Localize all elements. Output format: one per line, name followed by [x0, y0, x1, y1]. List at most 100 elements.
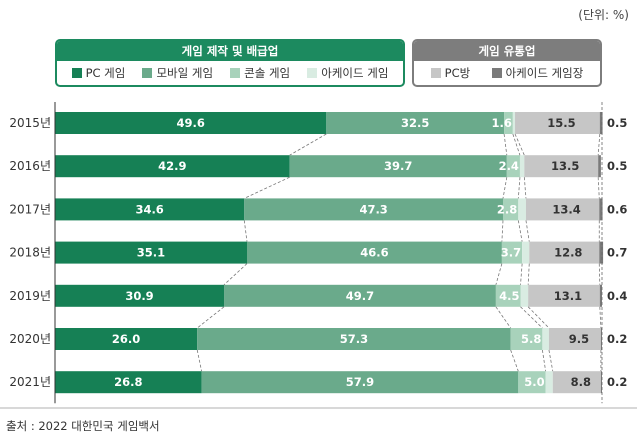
value-label: 12.8 — [554, 246, 582, 260]
bar-segment — [599, 198, 603, 221]
legend-group-distribution: 게임 유통업 PC방 아케이드 게임장 — [412, 39, 602, 87]
category-label: 2016년 — [9, 159, 51, 173]
connector-line — [244, 176, 290, 199]
value-label: 8.8 — [571, 375, 591, 389]
connector-line — [541, 349, 547, 372]
value-label: 26.0 — [112, 332, 140, 346]
value-label: 47.3 — [359, 202, 387, 216]
connector-line — [510, 349, 519, 372]
bar-segment — [246, 241, 502, 264]
bar-segment — [600, 328, 602, 350]
value-label: 30.9 — [125, 289, 153, 303]
bar-segment — [552, 371, 601, 394]
legend-item: 모바일 게임 — [142, 65, 213, 81]
bar-segment — [506, 155, 520, 178]
value-label: 49.7 — [346, 289, 374, 303]
value-label: 5.0 — [524, 375, 544, 389]
value-label: 0.2 — [607, 375, 627, 389]
value-label: 39.7 — [384, 159, 412, 173]
connector-line — [517, 220, 523, 242]
connector-line — [495, 263, 503, 285]
legend-group-title: 게임 제작 및 배급업 — [57, 41, 403, 61]
connector-line — [223, 263, 248, 286]
bar-segment — [55, 155, 290, 178]
value-label: 0.7 — [607, 246, 627, 260]
legend-swatch — [307, 68, 318, 78]
bar-segment — [522, 241, 530, 264]
connector-line — [501, 220, 504, 242]
bar-segment — [600, 371, 602, 394]
connector-line — [512, 133, 521, 156]
connector-line — [502, 177, 508, 199]
connector-line — [548, 349, 554, 372]
bar-segment — [504, 112, 513, 134]
legend-item: 아케이드 게임 — [307, 65, 388, 81]
legend-label: 콘솔 게임 — [244, 66, 291, 80]
legend-label: 아케이드 게임장 — [505, 66, 584, 80]
connector-line — [289, 133, 327, 156]
bar-segment — [55, 241, 247, 264]
value-label: 3.7 — [501, 246, 521, 260]
value-label: 46.6 — [360, 246, 388, 260]
bar-segment — [518, 371, 546, 394]
bar-segment — [520, 284, 529, 307]
legend-swatch — [71, 68, 82, 78]
legend-swatch — [491, 68, 502, 78]
value-label: 0.4 — [607, 289, 627, 303]
connector-line — [598, 263, 601, 285]
value-label: 32.5 — [401, 116, 429, 130]
bar-segment — [326, 112, 505, 134]
bar-segment — [55, 328, 198, 350]
legend-item: PC 게임 — [71, 65, 126, 81]
value-label: 0.5 — [607, 116, 627, 130]
legend-items: PC방 아케이드 게임장 — [414, 61, 600, 85]
bar-segment — [599, 112, 603, 134]
connector-line — [196, 349, 202, 372]
bar-segment — [495, 284, 521, 307]
bar-segment — [55, 198, 245, 221]
connector-line — [523, 177, 527, 199]
legend-label: PC방 — [444, 66, 471, 80]
bar-segment — [545, 371, 553, 394]
bar-segment — [289, 155, 507, 178]
bar-segment — [502, 198, 519, 221]
category-label: 2021년 — [9, 375, 51, 389]
value-label: 57.9 — [346, 375, 374, 389]
bar-segment — [542, 328, 549, 350]
value-label: 35.1 — [137, 246, 165, 260]
legend-group-production: 게임 제작 및 배급업 PC 게임 모바일 게임 콘솔 게임 아케이드 게임 — [55, 39, 405, 87]
value-label: 13.1 — [554, 289, 582, 303]
value-label: 5.8 — [521, 332, 541, 346]
connector-line — [520, 306, 543, 329]
bar-segment — [224, 284, 496, 307]
legend-items: PC 게임 모바일 게임 콘솔 게임 아케이드 게임 — [57, 61, 403, 85]
legend-swatch — [230, 68, 241, 78]
bar-segment — [518, 198, 526, 221]
connector-line — [243, 220, 248, 242]
legend-item: PC방 — [430, 65, 471, 81]
value-label: 4.5 — [499, 289, 519, 303]
bar-segment — [501, 241, 523, 264]
value-label: 42.9 — [158, 159, 186, 173]
connector-line — [196, 306, 225, 329]
bar-segment — [55, 371, 202, 394]
value-label: 15.5 — [547, 116, 575, 130]
connector-line — [495, 306, 511, 329]
category-label: 2019년 — [9, 289, 51, 303]
connector-line — [525, 220, 530, 242]
bar-segment — [525, 198, 600, 221]
bar-segment — [515, 112, 600, 134]
value-label: 1.6 — [491, 116, 511, 130]
bar-segment — [598, 155, 601, 178]
bar-segment — [201, 371, 519, 394]
bar-segment — [599, 284, 602, 307]
value-label: 57.3 — [340, 332, 368, 346]
connector-line — [517, 177, 521, 199]
bar-segment — [244, 198, 503, 221]
bar-segment — [510, 328, 543, 350]
legend-item: 아케이드 게임장 — [491, 65, 584, 81]
bar-segment — [55, 112, 327, 134]
category-label: 2018년 — [9, 246, 51, 260]
connector-line — [597, 133, 601, 156]
legend-label: PC 게임 — [85, 66, 126, 80]
